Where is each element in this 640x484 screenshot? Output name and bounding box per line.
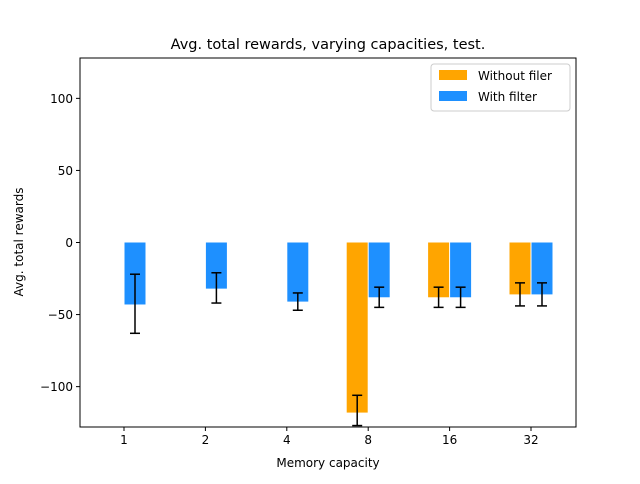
bar <box>287 242 309 302</box>
y-axis-label: Avg. total rewards <box>12 188 26 297</box>
bar <box>509 242 531 295</box>
x-axis: 1 2 4 8 16 32 <box>120 427 539 447</box>
y-tick-label: −100 <box>40 380 73 394</box>
x-tick-label: 4 <box>283 433 291 447</box>
legend-swatch <box>439 70 467 80</box>
x-tick-label: 8 <box>364 433 372 447</box>
legend: Without filer With filter <box>430 63 571 112</box>
plot-area <box>124 242 553 427</box>
legend-swatch <box>439 91 467 101</box>
y-tick-label: 0 <box>65 236 73 250</box>
bar <box>531 242 553 295</box>
y-tick-label: 100 <box>50 92 73 106</box>
x-axis-label: Memory capacity <box>276 456 379 470</box>
x-tick-label: 32 <box>523 433 538 447</box>
plot-content <box>124 242 553 427</box>
x-tick-label: 2 <box>202 433 210 447</box>
legend-label: Without filer <box>478 69 552 83</box>
y-tick-label: −50 <box>48 308 73 322</box>
bar <box>428 242 450 298</box>
bar <box>450 242 472 298</box>
bar <box>205 242 227 289</box>
y-tick-label: 50 <box>58 164 73 178</box>
bar <box>368 242 390 298</box>
legend-label: With filter <box>478 90 537 104</box>
x-tick-label: 16 <box>442 433 457 447</box>
plot-frame <box>79 57 577 428</box>
bar <box>346 242 368 413</box>
y-axis: −100 −50 0 50 100 <box>40 92 80 394</box>
x-tick-label: 1 <box>120 433 128 447</box>
chart-title: Avg. total rewards, varying capacities, … <box>171 37 486 53</box>
